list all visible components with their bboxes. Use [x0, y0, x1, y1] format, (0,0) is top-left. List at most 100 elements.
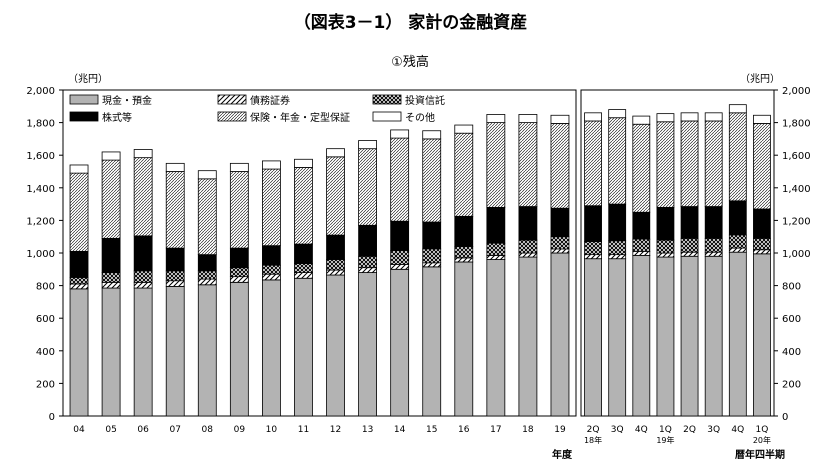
bar-segment-1-11-s1 [294, 277, 313, 417]
legend-swatch-4 [69, 111, 99, 122]
bar-segment-2-3Q-s5 [608, 117, 627, 205]
y-tick-label-left: 2,000 [26, 86, 55, 97]
y-tick-label-right: 1,800 [782, 119, 811, 130]
x-tick-label: 10 [266, 425, 278, 435]
bar-segment-2-3Q-s4 [704, 206, 723, 239]
bar-segment-1-08-s3 [197, 270, 217, 280]
bar-segment-1-13-s6 [358, 140, 377, 150]
x-tick-year-label: 20年 [753, 435, 771, 445]
bar-segment-1-09-s5 [229, 171, 249, 249]
bar-segment-1-16-s2 [454, 257, 474, 263]
bar-segment-2-3Q-s5 [704, 120, 723, 207]
bar-segment-1-19-s6 [550, 114, 570, 124]
bar-segment-1-05-s3 [101, 272, 121, 283]
y-tick-label-left: 1,800 [26, 119, 55, 130]
x-tick-label: 13 [362, 425, 373, 435]
bar-segment-1-19-s2 [550, 248, 570, 254]
x-tick-label: 3Q [707, 425, 720, 435]
bar-segment-2-2Q-s1 [584, 258, 602, 417]
bar-segment-1-04-s4 [69, 250, 89, 278]
x-tick-label: 08 [202, 425, 214, 435]
bar-segment-1-18-s6 [518, 114, 538, 123]
bar-segment-2-4Q-s6 [632, 115, 651, 125]
bar-segment-1-16-s5 [454, 132, 474, 217]
bar-segment-1-04-s6 [69, 164, 89, 174]
bar-segment-1-04-s1 [69, 288, 89, 417]
bar-segment-1-09-s6 [229, 162, 249, 172]
bar-segment-2-3Q-s2 [608, 254, 627, 260]
bar-segment-1-17-s2 [486, 255, 506, 260]
bar-segment-2-1Q-s2 [656, 252, 675, 258]
bar-segment-2-4Q-s4 [632, 211, 651, 240]
bar-segment-1-19-s4 [550, 207, 570, 238]
bar-segment-1-10-s6 [262, 160, 281, 170]
x-tick-label: 04 [73, 425, 85, 435]
bar-segment-1-12-s4 [326, 234, 345, 260]
bar-segment-2-2Q-s2 [680, 251, 699, 257]
bar-segment-1-07-s5 [165, 171, 185, 249]
bar-segment-2-2Q-s3 [680, 237, 699, 253]
bar-segment-1-17-s1 [486, 259, 506, 417]
bar-segment-2-1Q-s6 [656, 113, 675, 123]
x-tick-label: 15 [426, 425, 437, 435]
x-tick-label: 2Q [683, 425, 696, 435]
bar-segment-1-14-s6 [390, 129, 410, 139]
y-tick-label-left: 400 [36, 347, 55, 358]
x-tick-label: 16 [458, 425, 470, 435]
bar-segment-2-4Q-s1 [728, 251, 747, 417]
bar-segment-2-3Q-s4 [608, 203, 627, 242]
x-tick-label: 17 [490, 425, 501, 435]
bar-segment-1-10-s1 [262, 279, 281, 417]
x-tick-label: 18 [522, 425, 534, 435]
bar-segment-1-07-s2 [165, 280, 185, 287]
bar-segment-1-19-s3 [550, 236, 570, 250]
x-tick-label: 05 [105, 425, 116, 435]
bar-segment-1-19-s1 [550, 252, 570, 417]
bar-segment-1-10-s4 [262, 245, 281, 266]
bar-segment-1-06-s5 [133, 157, 153, 237]
bar-segment-2-4Q-s2 [632, 250, 651, 256]
bar-segment-1-09-s4 [229, 247, 249, 269]
bar-segment-1-17-s6 [486, 114, 506, 123]
bar-segment-1-11-s6 [294, 158, 313, 168]
bar-segment-1-05-s6 [101, 151, 121, 161]
bar-segment-2-1Q-s3 [656, 239, 675, 254]
bar-segment-1-06-s1 [133, 287, 153, 417]
bar-segment-2-1Q-s1 [753, 253, 771, 417]
legend-swatch-6 [372, 111, 402, 122]
bar-segment-2-2Q-s1 [680, 255, 699, 417]
bar-segment-1-12-s5 [326, 156, 345, 236]
bar-segment-2-1Q-s5 [753, 123, 771, 210]
bar-segment-1-05-s5 [101, 159, 121, 239]
y-axis-unit-left: （兆円） [68, 73, 108, 85]
bar-segment-1-16-s1 [454, 261, 474, 417]
bar-segment-1-07-s4 [165, 247, 185, 272]
y-tick-label-left: 1,400 [26, 184, 55, 195]
bar-segment-1-14-s1 [390, 268, 410, 417]
legend-swatch-5 [217, 111, 247, 122]
bar-segment-1-08-s6 [197, 170, 217, 180]
bar-segment-1-12-s3 [326, 259, 345, 271]
x-tick-label: 12 [330, 425, 341, 435]
y-tick-label-right: 2,000 [782, 86, 811, 97]
bar-segment-2-3Q-s3 [704, 237, 723, 253]
bar-segment-2-4Q-s5 [632, 123, 651, 213]
x-tick-label: 3Q [611, 425, 624, 435]
bar-segment-2-3Q-s2 [704, 251, 723, 257]
legend-label-4: 株式等 [102, 111, 132, 124]
bar-segment-1-06-s6 [133, 149, 153, 159]
y-tick-label-right: 1,200 [782, 216, 811, 227]
bar-segment-1-09-s3 [229, 267, 249, 278]
y-tick-label-right: 1,600 [782, 151, 811, 162]
x-tick-label: 4Q [731, 425, 744, 435]
bar-segment-1-10-s2 [262, 273, 281, 281]
bar-segment-1-08-s2 [197, 278, 217, 286]
bar-segment-1-19-s5 [550, 123, 570, 209]
bar-segment-1-07-s1 [165, 286, 185, 417]
y-tick-label-right: 200 [782, 379, 801, 390]
bar-segment-1-17-s5 [486, 122, 506, 208]
x-axis-label-quarter: 暦年四半期 [735, 448, 785, 461]
bar-segment-1-07-s6 [165, 162, 185, 172]
y-tick-label-right: 800 [782, 282, 801, 293]
